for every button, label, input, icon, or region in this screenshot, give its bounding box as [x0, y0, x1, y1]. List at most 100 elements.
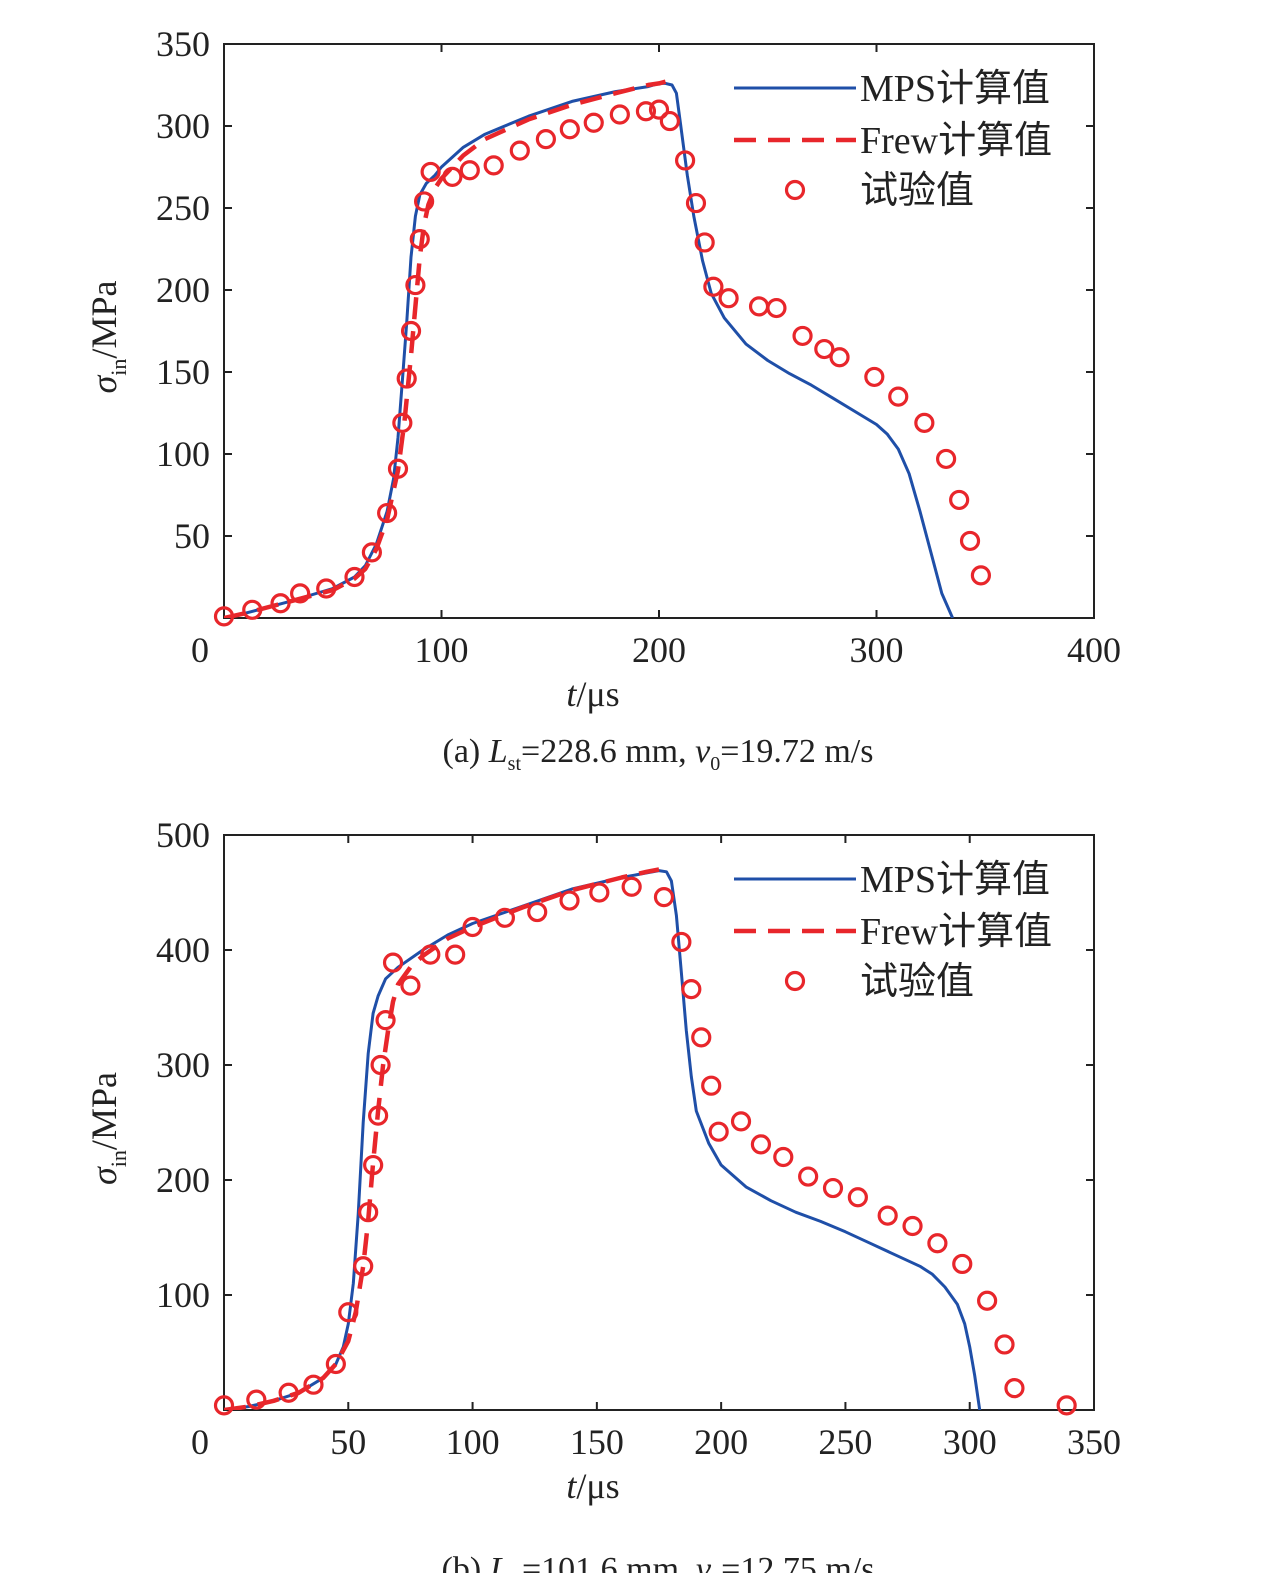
data-point — [822, 1177, 844, 1199]
plot-frame — [223, 834, 1095, 1411]
data-point — [691, 1027, 712, 1048]
y-tick-label: 200 — [156, 270, 210, 310]
data-point — [701, 1075, 722, 1096]
data-point — [396, 368, 417, 389]
x-axis-label: t/μs — [566, 674, 619, 714]
data-point — [442, 166, 463, 187]
data-point — [414, 191, 435, 212]
y-tick-label: 50 — [174, 516, 210, 556]
x-label-symbol: t — [566, 1466, 577, 1506]
data-point — [270, 593, 291, 614]
x-tick-label: 200 — [694, 1422, 748, 1462]
data-point — [583, 112, 604, 133]
y-tick-label: 150 — [156, 352, 210, 392]
data-point — [559, 890, 580, 911]
data-point — [400, 320, 422, 342]
x-label-unit: /μs — [576, 1466, 619, 1506]
data-point — [750, 1134, 772, 1155]
data-point — [242, 599, 263, 620]
data-point — [409, 229, 430, 250]
data-point — [847, 1187, 868, 1208]
legend-label: 试验值 — [860, 961, 974, 1003]
x-tick-label: 150 — [570, 1422, 624, 1462]
data-point — [718, 288, 739, 309]
data-point — [935, 448, 957, 470]
data-point — [703, 276, 724, 297]
data-point — [648, 99, 670, 120]
y-axis-label: σin/MPa — [84, 1072, 131, 1185]
caption-mid: =101.6 mm, — [522, 1551, 696, 1573]
y-tick-label: 100 — [156, 1275, 210, 1315]
x-tick-label: 0 — [191, 630, 209, 670]
y-label-symbol: σ — [84, 374, 124, 393]
data-point — [325, 1353, 346, 1375]
data-point — [509, 140, 530, 161]
caption-prefix: (b) — [442, 1551, 490, 1573]
data-point — [344, 566, 365, 588]
data-point — [730, 1111, 752, 1132]
data-point — [977, 1290, 998, 1311]
data-point — [708, 1121, 729, 1142]
caption-L: L — [488, 733, 508, 770]
data-point — [1004, 1378, 1025, 1399]
data-point — [970, 565, 992, 586]
caption-end: =12.75 m/s — [721, 1551, 874, 1573]
data-point — [246, 1389, 267, 1410]
caption-v: v — [695, 733, 711, 770]
y-label-subscript: in — [106, 359, 131, 376]
y-tick-label: 500 — [156, 815, 210, 855]
caption-mid: =228.6 mm, — [521, 733, 695, 770]
legend-label: Frew计算值 — [860, 911, 1052, 953]
x-tick-label: 300 — [943, 1422, 997, 1462]
legend-label: MPS计算值 — [860, 859, 1050, 901]
x-tick-label: 50 — [330, 1422, 366, 1462]
data-point — [494, 907, 515, 928]
data-point — [358, 1202, 379, 1223]
data-point — [902, 1215, 923, 1237]
data-point — [290, 583, 311, 604]
data-point — [694, 232, 715, 253]
data-point — [994, 1334, 1015, 1355]
data-point — [766, 297, 787, 319]
y-tick-label: 200 — [156, 1160, 210, 1200]
caption-v-sub: 0 — [711, 1571, 721, 1573]
caption-v: v — [696, 1551, 712, 1573]
x-label-unit: /μs — [576, 674, 619, 714]
data-point — [375, 1010, 396, 1031]
data-point — [674, 150, 696, 171]
data-point — [959, 530, 981, 552]
series-mps-line — [224, 869, 982, 1410]
data-point — [792, 325, 813, 347]
data-point — [659, 110, 680, 132]
caption-L-sub: st — [509, 1571, 523, 1573]
y-label-subscript: in — [106, 1150, 131, 1167]
x-axis-label: t/μs — [566, 1466, 619, 1506]
data-point — [278, 1382, 299, 1403]
data-point — [353, 1256, 374, 1277]
x-tick-label: 300 — [850, 630, 904, 670]
caption-v-sub: 0 — [710, 753, 720, 775]
data-point — [400, 975, 421, 996]
series-frew-line — [224, 79, 667, 618]
x-tick-label: 400 — [1067, 630, 1121, 670]
data-point — [877, 1205, 898, 1226]
data-point — [535, 129, 557, 150]
data-point — [420, 161, 441, 183]
data-point — [377, 502, 398, 524]
data-point — [927, 1233, 948, 1254]
data-point — [864, 366, 885, 388]
data-point — [1056, 1395, 1077, 1416]
series-experiment — [213, 876, 1077, 1416]
y-tick-label: 300 — [156, 106, 210, 146]
data-point — [589, 882, 610, 903]
data-point — [213, 606, 235, 627]
caption-L-sub: st — [508, 753, 522, 775]
x-tick-label: 250 — [818, 1422, 872, 1462]
data-point — [370, 1054, 391, 1076]
legend-exp-swatch — [784, 179, 806, 201]
data-point — [748, 296, 770, 317]
data-point — [363, 1154, 384, 1176]
data-point — [316, 578, 337, 599]
data-point — [798, 1166, 819, 1187]
